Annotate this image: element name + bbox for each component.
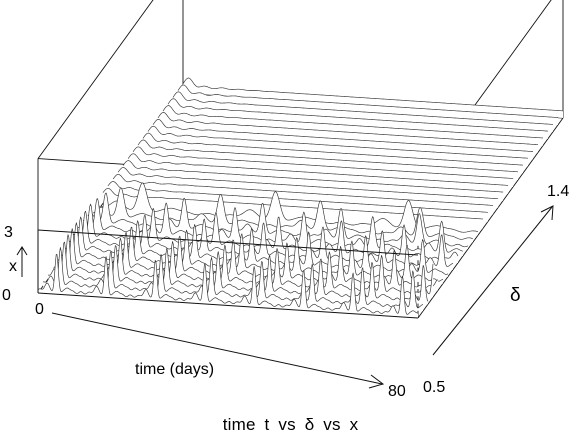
y-axis-label: δ [510, 285, 521, 306]
trace-occluder [138, 140, 518, 180]
box-edge [37, 0, 154, 159]
delta-trace [142, 132, 523, 166]
y-tick-label-min: 0.5 [423, 379, 445, 396]
front-axes [16, 205, 554, 389]
trace-occluder [83, 198, 463, 256]
trace-occluder [133, 146, 514, 187]
trace-occluder [178, 84, 558, 125]
chart-caption: time t vs δ vs x [222, 415, 359, 434]
trace-occluder [97, 182, 478, 236]
trace-occluder [73, 211, 453, 270]
trace-occluder [123, 160, 504, 201]
trace-occluder [128, 153, 509, 194]
trace-occluder [148, 126, 528, 167]
trace-occluder [107, 181, 488, 222]
delta-trace [97, 182, 478, 233]
z-tick-label-max: 3 [4, 224, 13, 241]
trace-occluder [78, 204, 458, 263]
delta-trace [182, 77, 564, 112]
delta-trace [122, 160, 504, 193]
delta-trace [92, 187, 474, 240]
y-tick-label-max: 1.4 [547, 183, 569, 200]
delta-trace [137, 139, 518, 173]
z-tick-label-min: 0 [2, 287, 11, 304]
trace-occluder [113, 174, 494, 215]
box-edge [417, 117, 564, 319]
delta-trace [112, 174, 494, 206]
trace-occluder [53, 234, 433, 298]
trace-occluder [143, 133, 523, 174]
time-arrow-head [368, 374, 385, 389]
trace-occluder [92, 187, 473, 243]
delta-trace [172, 91, 553, 125]
delta-axis-arrow [432, 206, 553, 356]
trace-group [37, 77, 564, 318]
trace-occluder [118, 167, 499, 208]
front-bottom-edge [37, 292, 419, 319]
x-tick-label-min: 0 [35, 301, 44, 318]
trace-occluder [183, 78, 563, 118]
trace-occluder [63, 222, 443, 284]
delta-trace [167, 98, 548, 132]
x-tick-label-max: 80 [388, 383, 406, 400]
x-axis-label: time (days) [135, 361, 214, 378]
delta-trace [147, 125, 528, 159]
delta-trace [132, 146, 514, 179]
trace-occluder [87, 193, 468, 250]
trace-occluder [43, 247, 423, 312]
front-x3-edge [37, 229, 419, 256]
delta-trace [152, 118, 534, 152]
trace-occluder [173, 91, 553, 132]
trace-occluder [58, 228, 438, 291]
delta-arrow-head [540, 205, 554, 221]
delta-trace [37, 254, 419, 315]
axis-labels: 3 0 x 0 80 time (days) 0.5 1.4 δ [2, 183, 569, 400]
delta-trace [162, 105, 544, 139]
delta-trace [177, 84, 558, 118]
x-arrow-head [16, 246, 28, 256]
time-axis-arrow [51, 312, 383, 385]
delta-trace [117, 167, 499, 200]
delta-trace [127, 153, 509, 186]
trace-occluder [102, 188, 483, 229]
delta-trace [107, 181, 488, 213]
delta-trace [157, 112, 539, 146]
z-axis-label: x [9, 258, 17, 275]
